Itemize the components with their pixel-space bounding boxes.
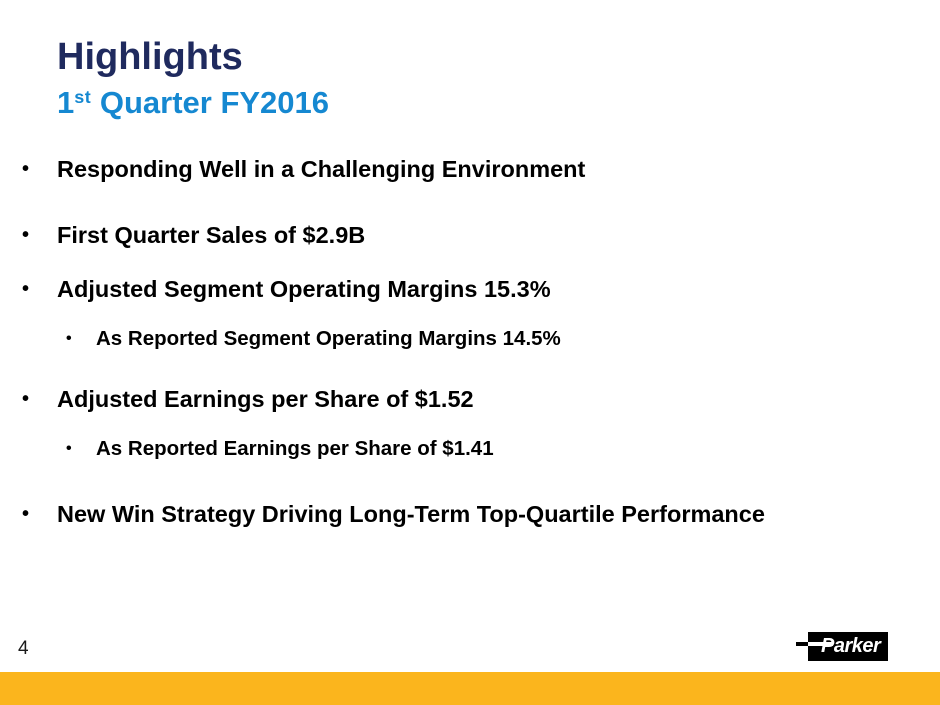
bullet-item: • Responding Well in a Challenging Envir… <box>22 156 585 183</box>
bullet-label: New Win Strategy Driving Long-Term Top-Q… <box>57 501 765 527</box>
bullet-label: First Quarter Sales of $2.9B <box>57 222 366 248</box>
bullet-item: • First Quarter Sales of $2.9B <box>22 222 365 249</box>
bullet-label: Adjusted Segment Operating Margins 15.3% <box>57 276 551 302</box>
bottom-accent-bar <box>0 672 940 705</box>
bullet-icon: • <box>22 224 30 246</box>
subtitle-number: 1 <box>57 85 75 120</box>
bullet-label: As Reported Segment Operating Margins 14… <box>96 327 561 350</box>
bullet-icon: • <box>66 440 72 457</box>
slide-subtitle: 1st Quarter FY2016 <box>57 85 330 120</box>
bullet-icon: • <box>22 503 30 525</box>
bullet-icon: • <box>22 278 30 300</box>
bullet-icon: • <box>22 158 30 180</box>
page-number: 4 <box>18 638 29 659</box>
slide-title: Highlights <box>57 36 243 78</box>
bullet-subitem: • As Reported Segment Operating Margins … <box>66 327 561 351</box>
logo-dash-line <box>796 642 808 646</box>
subtitle-ordinal: st <box>74 87 92 108</box>
bullet-label: Adjusted Earnings per Share of $1.52 <box>57 386 474 412</box>
bullet-item: • Adjusted Earnings per Share of $1.52 <box>22 386 474 413</box>
parker-logo: Parker <box>796 632 888 661</box>
bullet-item: • Adjusted Segment Operating Margins 15.… <box>22 276 551 303</box>
logo-wordmark: Parker <box>821 635 881 657</box>
bullet-icon: • <box>22 388 30 410</box>
bullet-label: Responding Well in a Challenging Environ… <box>57 156 586 182</box>
bullet-item: • New Win Strategy Driving Long-Term Top… <box>22 501 765 528</box>
bullet-icon: • <box>66 330 72 347</box>
subtitle-rest: Quarter FY2016 <box>91 85 330 120</box>
bullet-label: As Reported Earnings per Share of $1.41 <box>96 437 494 460</box>
logo-stripe-line <box>808 642 833 646</box>
bullet-subitem: • As Reported Earnings per Share of $1.4… <box>66 437 494 461</box>
